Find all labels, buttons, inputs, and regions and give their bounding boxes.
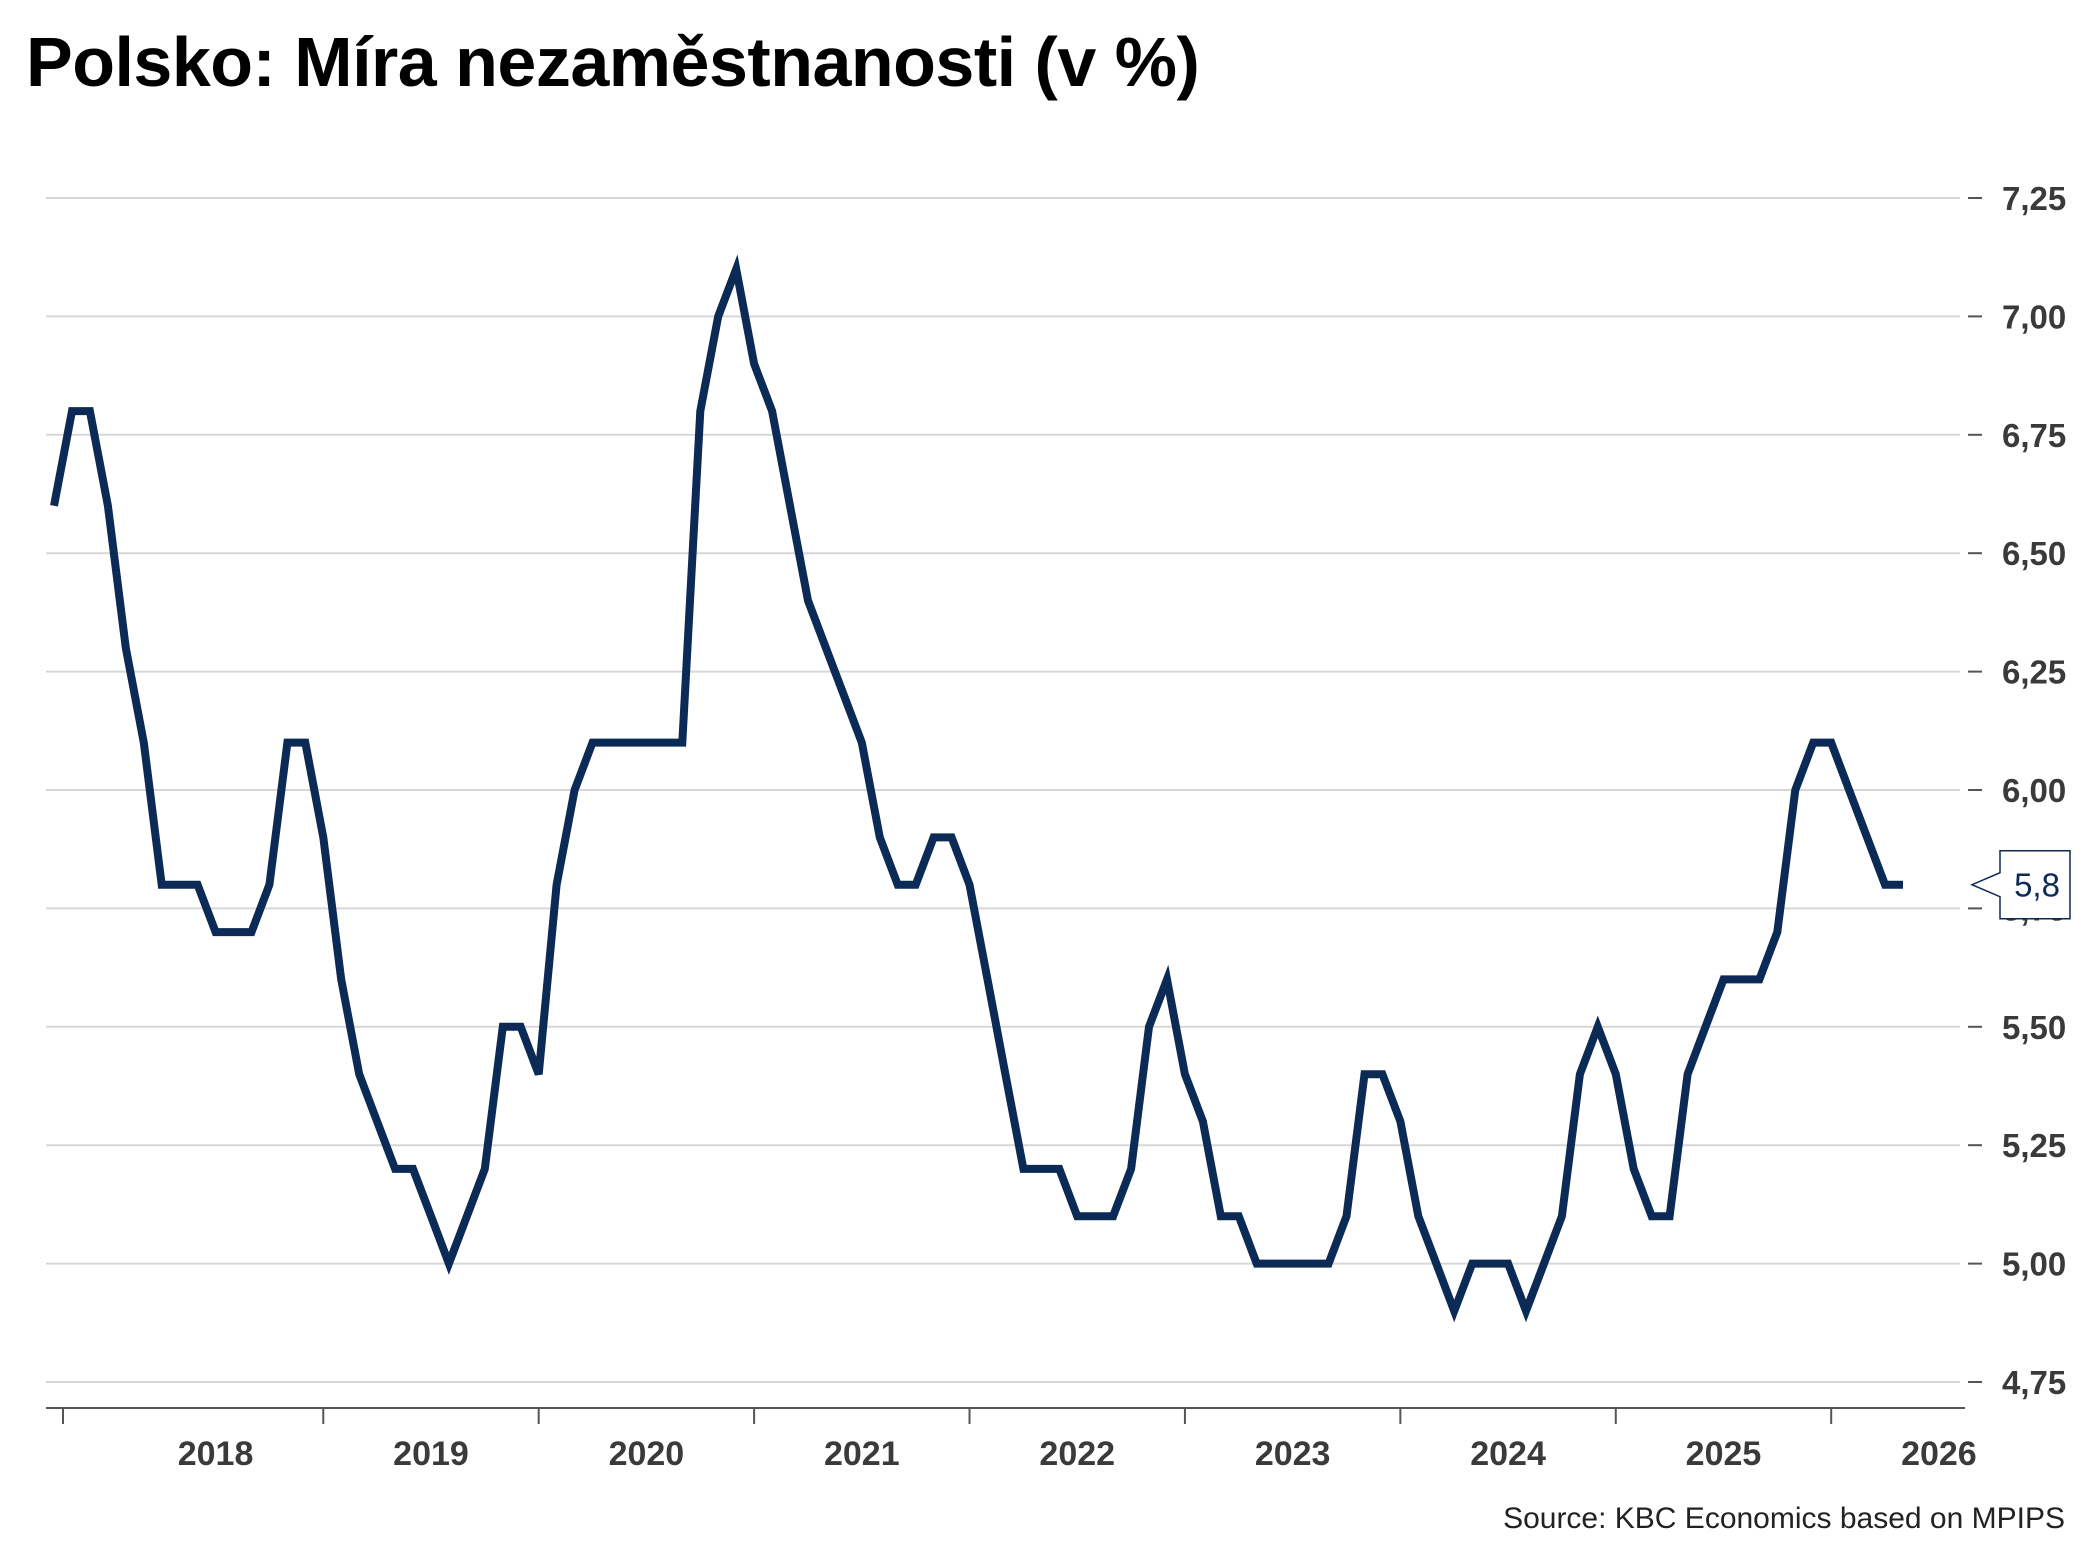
gridlines [46, 197, 1960, 1383]
x-tick-label: 2022 [1039, 1435, 1115, 1473]
x-tick-label: 2021 [824, 1435, 900, 1473]
series-layer [50, 254, 1904, 1323]
callout-box [1970, 849, 2071, 920]
y-tick-label: 4,75 [2002, 1364, 2066, 1401]
y-tick-label: 5,25 [2002, 1127, 2066, 1164]
x-tick-label: 2023 [1255, 1435, 1331, 1473]
y-tick-label: 5,50 [2002, 1009, 2066, 1046]
chart-title: Polsko: Míra nezaměstnanosti (v %) [26, 23, 1200, 101]
x-tick-label: 2018 [178, 1435, 254, 1473]
x-tick-labels: 2018 2019 2020 2021 2022 2023 2024 2025 2026 [178, 1435, 1977, 1473]
x-tick-label: 2024 [1470, 1435, 1546, 1473]
y-tick-label: 6,50 [2002, 535, 2066, 572]
x-tick-label: 2025 [1686, 1435, 1762, 1473]
y-tick-label: 6,25 [2002, 654, 2066, 691]
series-line [50, 254, 1903, 1323]
y-tick-label: 7,00 [2002, 298, 2066, 335]
x-axis [46, 1407, 1965, 1424]
y-axis: 4,755,005,255,505,756,006,256,506,757,00… [1968, 180, 2066, 1401]
x-tick-label: 2026 [1901, 1435, 1977, 1473]
y-tick-label: 5,00 [2002, 1246, 2066, 1283]
x-tick-label: 2020 [609, 1435, 685, 1473]
last-value-callout: 5,8 [1970, 849, 2071, 920]
y-tick-label: 6,75 [2002, 417, 2066, 454]
y-tick-label: 6,00 [2002, 772, 2066, 809]
y-tick-label: 7,25 [2002, 180, 2066, 217]
source-note: Source: KBC Economics based on MPIPS [1503, 1502, 2065, 1535]
callout-label: 5,8 [2014, 867, 2060, 904]
x-tick-label: 2019 [393, 1435, 469, 1473]
